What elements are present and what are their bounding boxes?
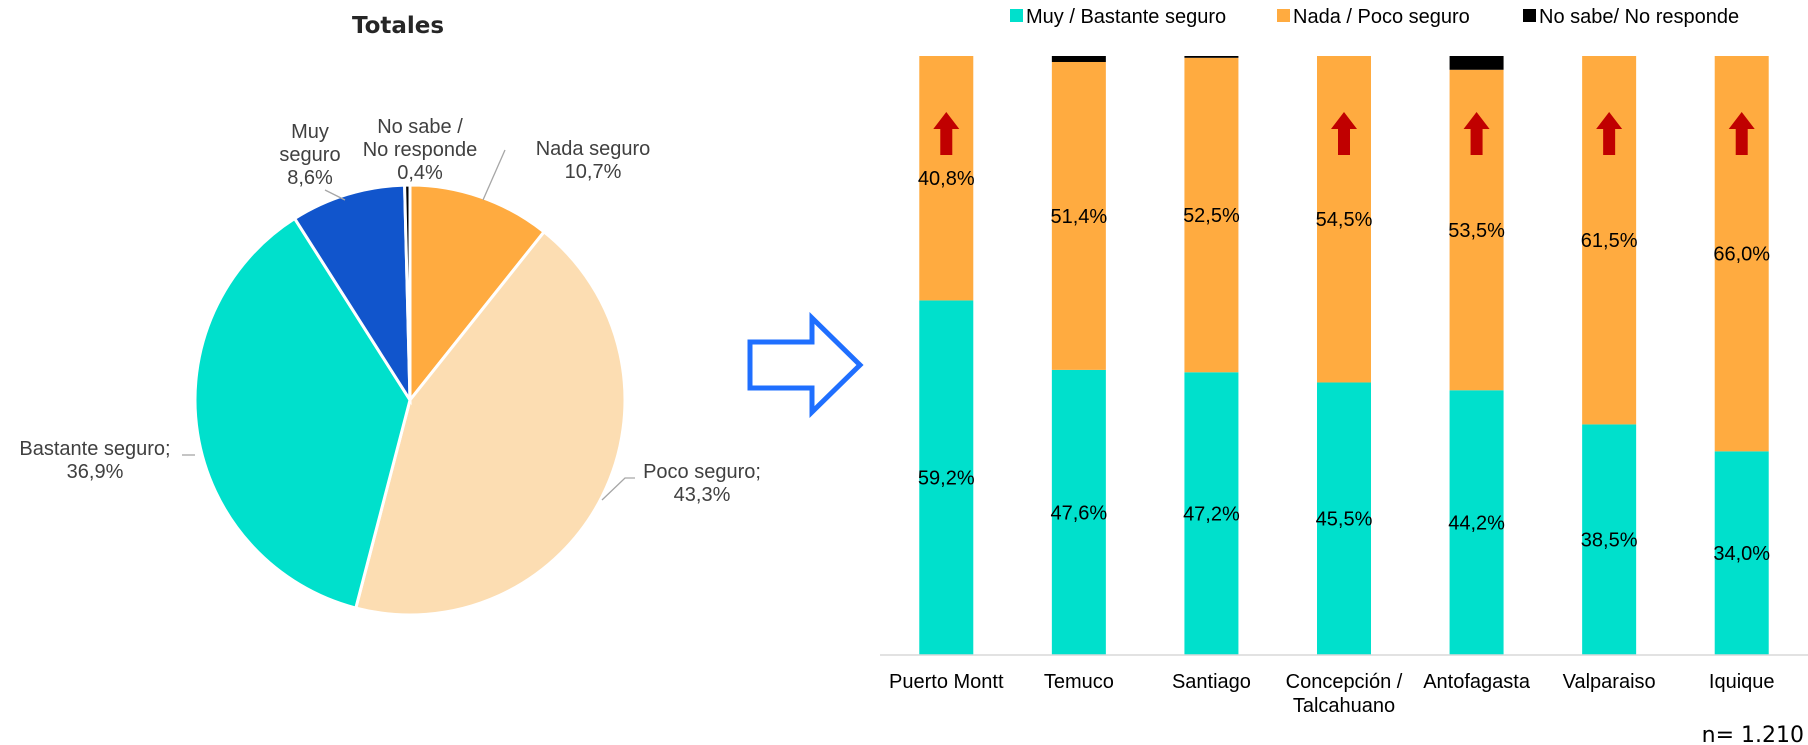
pie-slice-label: No sabe / No responde 0,4% (363, 116, 478, 184)
up-arrow-icon (1463, 112, 1490, 155)
bar-segment (1051, 56, 1106, 62)
leader-line (482, 149, 506, 201)
data-label: 47,2% (1183, 504, 1240, 526)
data-label: 51,4% (1050, 206, 1107, 228)
category-label: Valparaiso (1563, 671, 1656, 693)
category-label: Puerto Montt (889, 671, 1004, 693)
pie-slice-label: Muy seguro 8,6% (279, 121, 340, 189)
pie-slice-label: Nada seguro 10,7% (536, 138, 651, 183)
bar-segment (1582, 424, 1637, 655)
legend-label: No sabe/ No responde (1539, 6, 1739, 28)
legend-swatch (1277, 9, 1290, 22)
bar-segment (1714, 451, 1769, 655)
pie-slice-label: Poco seguro; 43,3% (643, 461, 761, 506)
bar-segment (1317, 382, 1371, 655)
up-arrow-icon (1596, 112, 1623, 155)
legend-label: Muy / Bastante seguro (1026, 6, 1226, 28)
leader-line (601, 477, 635, 501)
pie-slice (353, 229, 627, 617)
data-label: 66,0% (1713, 244, 1770, 266)
data-label: 61,5% (1581, 230, 1638, 252)
category-label: Concepción / Talcahuano (1286, 671, 1403, 717)
pie-chart: Totales Nada seguro 10,7% Poco seguro; 43,3… (19, 13, 761, 617)
data-label: 47,6% (1050, 502, 1107, 524)
bar-segment (919, 56, 974, 301)
legend-label: Nada / Poco seguro (1293, 6, 1470, 28)
pie-slice (292, 183, 412, 406)
bar-segment (1449, 390, 1504, 655)
bar-segment (1184, 372, 1239, 655)
data-label: 38,5% (1581, 530, 1638, 552)
bar-segment (1051, 61, 1106, 370)
bar-segment (1051, 369, 1106, 655)
bar-segment (1184, 56, 1239, 58)
data-label: 40,8% (918, 168, 975, 190)
legend: Muy / Bastante seguro Nada / Poco seguro N… (1010, 6, 1739, 28)
legend-swatch (1523, 9, 1536, 22)
up-arrow-icon (1728, 112, 1755, 155)
category-label: Temuco (1044, 671, 1114, 693)
data-label: 52,5% (1183, 205, 1240, 227)
sample-size-note: n= 1.210 (1702, 723, 1804, 745)
legend-swatch (1010, 9, 1023, 22)
category-label: Santiago (1172, 671, 1251, 693)
up-arrow-icon (933, 112, 960, 155)
stacked-bar-chart: Muy / Bastante seguro Nada / Poco seguro N… (880, 6, 1808, 717)
category-label: Iquique (1709, 671, 1775, 693)
transition-arrow-icon (747, 312, 864, 418)
pie-slice (408, 183, 547, 405)
pie-slice (403, 183, 412, 401)
leader-line (324, 189, 346, 201)
data-label: 54,5% (1316, 209, 1373, 231)
up-arrow-icon (1331, 112, 1357, 155)
data-label: 44,2% (1448, 513, 1505, 535)
data-label: 53,5% (1448, 220, 1505, 242)
bar-segment (919, 300, 974, 655)
bar-segment (1184, 57, 1239, 373)
pie-slice-label: Bastante seguro; 36,9% (19, 438, 170, 483)
bar-segment (1449, 56, 1504, 70)
category-label: Antofagasta (1423, 671, 1531, 693)
pie-title: Totales (352, 13, 444, 39)
data-label: 45,5% (1316, 509, 1373, 531)
data-label: 34,0% (1713, 543, 1770, 565)
bar-segment (1317, 56, 1371, 383)
data-label: 59,2% (918, 468, 975, 490)
